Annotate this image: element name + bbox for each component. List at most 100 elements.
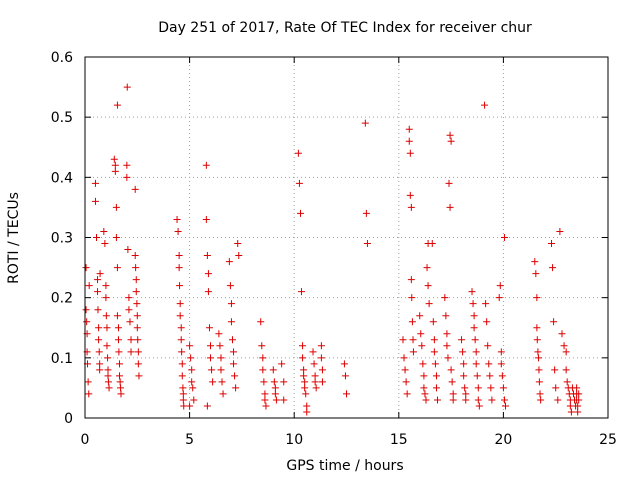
data-point	[103, 324, 111, 332]
data-point	[295, 179, 303, 187]
data-point	[550, 318, 558, 326]
data-point	[447, 366, 455, 374]
data-point	[445, 179, 453, 187]
data-point	[487, 384, 495, 392]
data-point	[407, 276, 415, 284]
data-point	[312, 384, 320, 392]
data-point	[473, 372, 481, 380]
data-point	[406, 149, 414, 157]
data-point	[488, 396, 496, 404]
data-point	[299, 354, 307, 362]
data-point	[207, 354, 215, 362]
data-point	[104, 354, 112, 362]
data-point	[117, 384, 125, 392]
data-point	[472, 360, 480, 368]
data-point	[173, 215, 181, 223]
data-point	[186, 402, 194, 410]
data-point	[483, 318, 491, 326]
data-point	[406, 191, 414, 199]
data-point	[447, 137, 455, 145]
data-point	[318, 378, 326, 386]
data-point	[116, 360, 124, 368]
data-point	[259, 354, 267, 362]
data-point	[259, 366, 267, 374]
data-point	[187, 354, 195, 362]
x-tick-label: 5	[185, 432, 194, 448]
data-point	[123, 161, 131, 169]
data-point	[226, 282, 234, 290]
data-point	[560, 342, 568, 350]
data-point	[301, 384, 309, 392]
data-point	[430, 336, 438, 344]
data-point	[500, 396, 508, 404]
data-point	[202, 161, 210, 169]
data-point	[442, 312, 450, 320]
y-tick-label: 0.5	[51, 110, 73, 126]
data-point	[562, 366, 570, 374]
data-point	[468, 288, 476, 296]
data-point	[101, 240, 109, 248]
data-point	[533, 324, 541, 332]
data-point	[116, 378, 124, 386]
data-point	[574, 408, 582, 416]
data-point	[460, 360, 468, 368]
data-point	[446, 131, 454, 139]
data-point	[175, 252, 183, 260]
y-tick-label: 0.4	[51, 170, 73, 186]
data-point	[178, 348, 186, 356]
data-point	[134, 336, 142, 344]
data-point	[133, 312, 141, 320]
data-point	[177, 336, 185, 344]
data-point	[311, 378, 319, 386]
y-tick-label: 0.6	[51, 50, 73, 66]
data-points	[82, 83, 583, 416]
data-point	[112, 234, 120, 241]
data-point	[474, 396, 482, 404]
data-point	[93, 234, 101, 241]
data-point	[575, 396, 583, 404]
data-point	[135, 372, 143, 380]
data-point	[176, 282, 184, 290]
data-point	[104, 366, 112, 374]
data-point	[85, 282, 93, 290]
data-point	[95, 336, 103, 344]
data-point	[271, 390, 279, 398]
data-point	[459, 348, 467, 356]
data-point	[303, 408, 311, 416]
data-point	[341, 372, 349, 380]
data-point	[448, 378, 456, 386]
data-point	[258, 342, 266, 350]
data-point	[408, 294, 416, 302]
data-point	[188, 378, 196, 386]
data-point	[190, 396, 198, 404]
data-point	[535, 354, 543, 362]
data-point	[469, 300, 477, 308]
data-point	[409, 348, 417, 356]
data-point	[271, 384, 279, 392]
data-point	[298, 288, 306, 296]
data-point	[497, 348, 505, 356]
data-point	[133, 300, 141, 308]
data-point	[85, 390, 93, 398]
data-point	[428, 240, 436, 248]
data-point	[133, 324, 141, 332]
data-point	[180, 402, 188, 410]
data-point	[257, 318, 265, 326]
x-tick-label: 15	[390, 432, 408, 448]
data-point	[484, 342, 492, 350]
data-point	[474, 384, 482, 392]
data-point	[443, 330, 451, 338]
data-point	[189, 384, 197, 392]
data-point	[91, 197, 99, 205]
data-point	[124, 246, 132, 254]
data-point	[405, 125, 413, 133]
data-point	[203, 402, 211, 410]
data-point	[83, 318, 91, 326]
data-point	[535, 378, 543, 386]
data-point	[535, 366, 543, 374]
data-point	[278, 360, 286, 368]
data-point	[472, 348, 480, 356]
data-point	[179, 384, 187, 392]
x-tick-label: 10	[285, 432, 303, 448]
